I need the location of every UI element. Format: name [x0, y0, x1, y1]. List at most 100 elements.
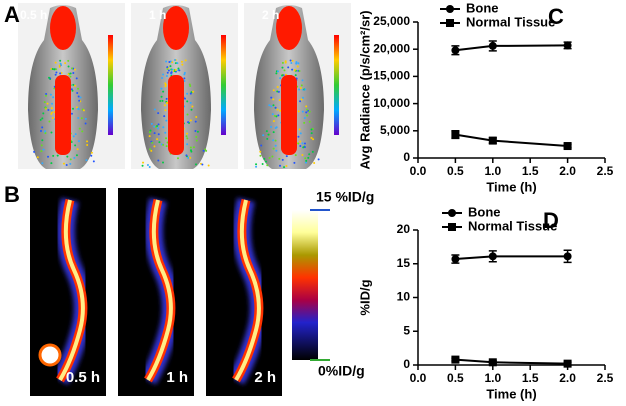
signal-dot: [297, 142, 300, 145]
signal-dot: [42, 112, 45, 115]
signal-dot: [70, 88, 73, 91]
signal-dot: [307, 156, 310, 159]
y-tick-label: 10: [397, 290, 411, 304]
marker: [563, 142, 572, 151]
signal-dot: [40, 150, 43, 153]
signal-dot: [40, 144, 43, 147]
signal-dot: [160, 87, 163, 90]
signal-dot: [207, 164, 210, 167]
signal-dot: [305, 111, 308, 114]
signal-dot: [298, 88, 301, 91]
signal-dot: [50, 107, 53, 110]
signal-dot: [39, 118, 42, 121]
signal-dot: [195, 136, 198, 139]
marker: [488, 136, 497, 145]
signal-dot: [201, 163, 204, 166]
signal-dot: [186, 137, 189, 140]
signal-dot: [165, 97, 168, 100]
signal-dot: [308, 153, 311, 156]
x-tick-label: 1.0: [484, 371, 501, 385]
signal-dot: [281, 158, 284, 161]
signal-dot: [281, 66, 284, 69]
signal-dot: [50, 112, 53, 115]
panel-label: C: [548, 4, 564, 29]
signal-dot: [150, 122, 153, 125]
x-tick-label: 0.0: [410, 371, 427, 385]
signal-dot: [76, 91, 79, 94]
signal-dot: [86, 144, 89, 147]
signal-dot: [157, 112, 160, 115]
signal-dot: [260, 144, 263, 147]
signal-dot: [72, 135, 75, 138]
signal-dot: [301, 79, 304, 82]
signal-dot: [71, 67, 74, 70]
signal-dot: [271, 113, 274, 116]
signal-dot: [77, 140, 80, 143]
signal-dot: [279, 109, 282, 112]
signal-dot: [301, 110, 304, 113]
signal-dot: [187, 156, 190, 159]
x-tick-label: 2.0: [559, 164, 576, 178]
signal-dot: [192, 90, 195, 93]
signal-dot: [267, 133, 270, 136]
signal-spine: [168, 75, 184, 155]
marker: [451, 355, 460, 364]
signal-dot: [54, 73, 57, 76]
signal-dot: [301, 142, 304, 145]
y-tick-label: 0: [403, 150, 410, 164]
vessel-core: [146, 199, 173, 382]
signal-dot: [295, 62, 298, 65]
x-tick-label: 1.5: [522, 164, 539, 178]
signal-dot: [189, 101, 192, 104]
signal-dot: [79, 96, 82, 99]
signal-dot: [77, 95, 80, 98]
signal-dot: [70, 112, 73, 115]
colorbar-max: 15 %ID/g: [316, 189, 374, 205]
x-axis-label: Time (h): [486, 386, 536, 401]
signal-dot: [186, 113, 189, 116]
x-tick-label: 1.0: [484, 164, 501, 178]
signal-dot: [51, 102, 54, 105]
signal-dot: [305, 159, 308, 162]
signal-dot: [78, 127, 81, 130]
signal-dot: [151, 141, 154, 144]
signal-dot: [78, 99, 81, 102]
signal-dot: [164, 131, 167, 134]
signal-dot: [183, 79, 186, 82]
signal-dot: [270, 105, 273, 108]
signal-dot: [185, 135, 188, 138]
legend-label: Bone: [468, 204, 501, 219]
signal-dot: [304, 88, 307, 91]
y-tick-label: 20,000: [373, 41, 410, 55]
marker: [448, 209, 456, 217]
y-tick-label: 10,000: [373, 96, 410, 110]
marker: [448, 223, 456, 231]
signal-dot: [177, 157, 180, 160]
x-tick-label: 0.5: [447, 164, 464, 178]
marker: [451, 255, 460, 264]
signal-dot: [285, 155, 288, 158]
signal-dot: [75, 106, 78, 109]
signal-dot: [153, 125, 156, 128]
signal-dot: [274, 106, 277, 109]
colorbar: [108, 35, 113, 135]
series-line: [455, 358, 568, 365]
signal-dot: [272, 139, 275, 142]
signal-dot: [306, 108, 309, 111]
signal-dot: [44, 106, 47, 109]
signal-dot: [160, 95, 163, 98]
signal-dot: [187, 121, 190, 124]
signal-dot: [202, 149, 205, 152]
signal-dot: [284, 60, 287, 63]
signal-dot: [308, 110, 311, 113]
series-line: [455, 44, 568, 52]
signal-dot: [194, 163, 197, 166]
signal-dot: [266, 137, 269, 140]
signal-dot: [36, 156, 39, 159]
signal-dot: [272, 104, 275, 107]
signal-dot: [164, 82, 167, 85]
signal-dot: [275, 149, 278, 152]
signal-dot: [146, 164, 149, 167]
signal-dot: [299, 86, 302, 89]
signal-dot: [304, 157, 307, 160]
